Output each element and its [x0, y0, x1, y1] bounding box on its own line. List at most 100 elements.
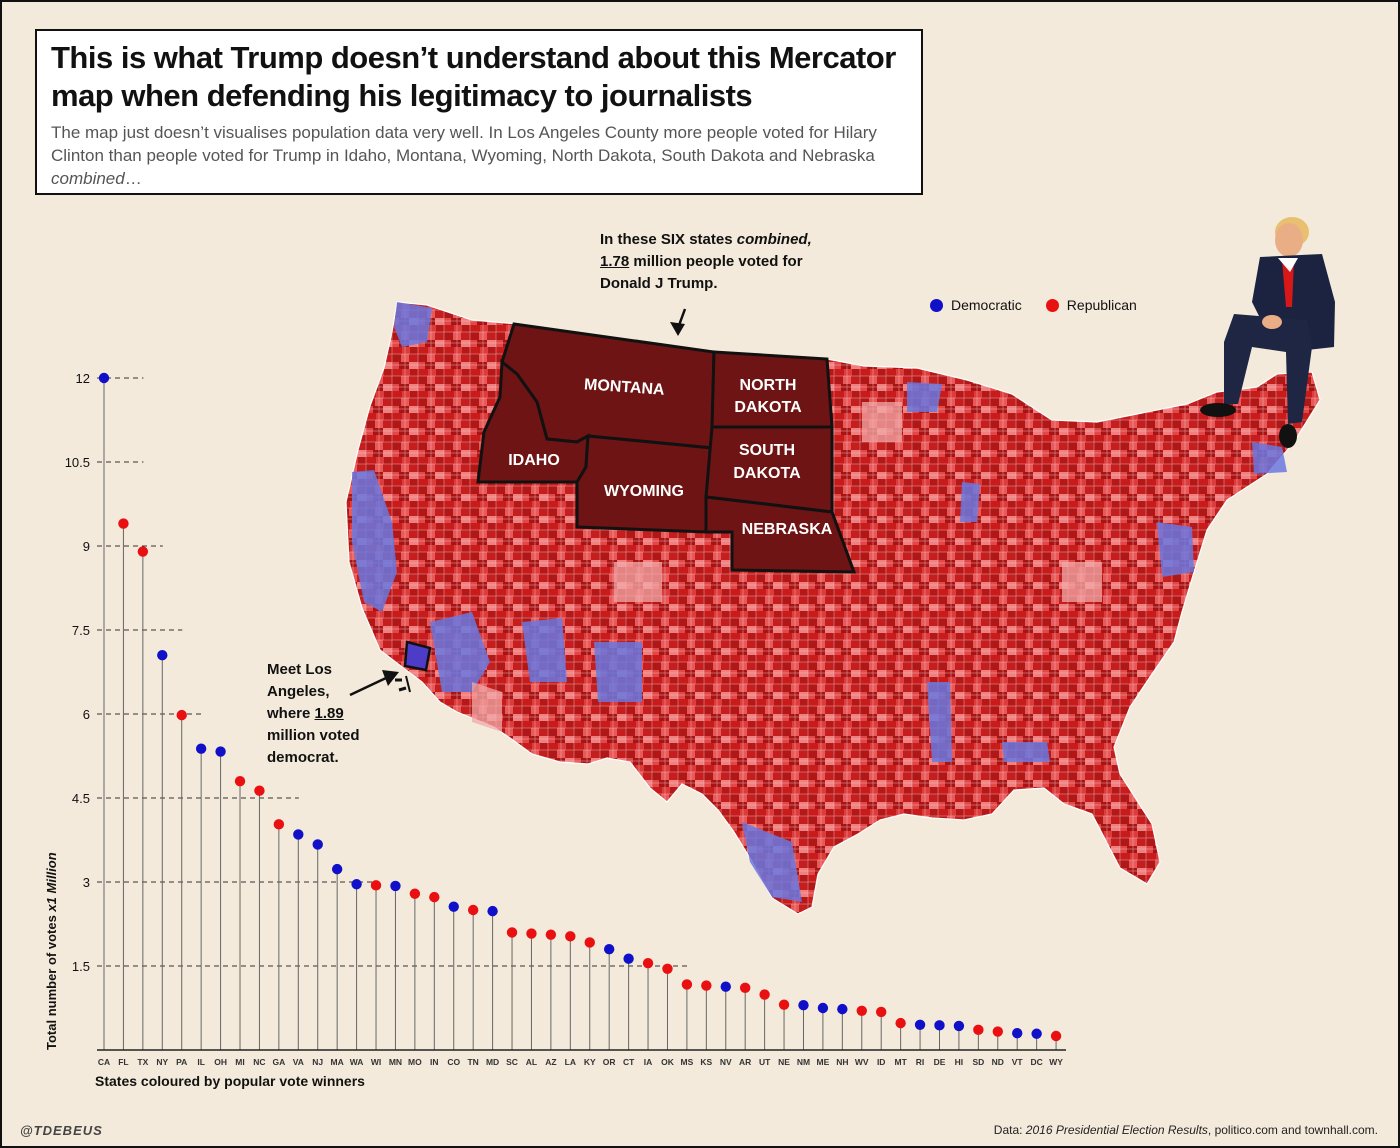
lollipop-dot-mi: [234, 776, 246, 787]
page-title: This is what Trump doesn’t understand ab…: [51, 40, 896, 113]
x-tick-label: NV: [720, 1057, 732, 1067]
lollipop-dot-dc: [1031, 1028, 1042, 1039]
x-tick-label: IA: [644, 1057, 653, 1067]
x-tick-label: AR: [739, 1057, 751, 1067]
y-tick-label: 3: [83, 875, 90, 890]
x-tick-label: DE: [934, 1057, 946, 1067]
x-tick-label: RI: [916, 1057, 925, 1067]
lollipop-dot-ms: [681, 979, 693, 990]
lollipop-dot-nv: [720, 981, 731, 992]
x-tick-label: CT: [623, 1057, 635, 1067]
lollipop-dot-vt: [1012, 1028, 1023, 1039]
x-tick-label: AL: [526, 1057, 537, 1067]
democratic-regions: [352, 302, 1287, 902]
lollipop-dot-la: [565, 931, 576, 942]
author-credit: @TDEBEUS: [20, 1123, 103, 1138]
x-tick-label: OH: [214, 1057, 227, 1067]
lollipop-dot-va: [293, 829, 304, 840]
x-tick-label: MO: [408, 1057, 422, 1067]
x-tick-label: NC: [253, 1057, 265, 1067]
x-tick-label: VA: [293, 1057, 304, 1067]
x-tick-label: LA: [565, 1057, 576, 1067]
highlighted-states: [476, 322, 857, 574]
label-north-dakota-2: DAKOTA: [734, 399, 802, 416]
lollipop-dot-mt: [895, 1017, 906, 1029]
lollipop-dot-or: [603, 944, 615, 955]
lollipop-dot-ky: [584, 937, 595, 948]
x-tick-label: MT: [894, 1057, 907, 1067]
x-tick-label: NJ: [312, 1057, 323, 1067]
label-south-dakota-2: DAKOTA: [733, 465, 801, 482]
title-box: This is what Trump doesn’t understand ab…: [35, 29, 923, 195]
lollipop-dot-mn: [390, 880, 401, 892]
annotation-six-states: In these SIX states combined, 1.78 milli…: [600, 231, 812, 292]
x-tick-label: AZ: [545, 1057, 556, 1067]
lollipop-dot-fl: [118, 518, 129, 529]
x-tick-label: MI: [235, 1057, 244, 1067]
lollipop-dot-ne: [778, 999, 790, 1010]
lollipop-dot-ri: [914, 1019, 926, 1030]
x-tick-label: NM: [797, 1057, 810, 1067]
lollipop-dot-az: [545, 929, 557, 940]
x-tick-label: ND: [992, 1057, 1004, 1067]
x-tick-label: DC: [1030, 1057, 1042, 1067]
lollipop-dot-oh: [215, 746, 226, 757]
x-tick-label: MD: [486, 1057, 499, 1067]
chart-stems: [103, 378, 1057, 1050]
x-tick-label: MA: [331, 1057, 344, 1067]
lollipop-dot-al: [526, 928, 537, 939]
lollipop-dot-tx: [137, 546, 149, 557]
arrow-los-angeles: [349, 676, 387, 697]
chart-dots: [98, 372, 1062, 1042]
lollipop-dot-il: [195, 743, 207, 754]
lollipop-dot-in: [429, 891, 440, 903]
label-idaho: IDAHO: [508, 452, 560, 469]
x-tick-label: IN: [430, 1057, 439, 1067]
lollipop-dot-ks: [701, 980, 712, 991]
y-tick-label: 6: [83, 707, 90, 722]
x-tick-label: WV: [855, 1057, 869, 1067]
lollipop-dot-wi: [370, 880, 382, 891]
x-tick-label: SC: [506, 1057, 518, 1067]
lollipop-dot-ia: [642, 958, 654, 969]
y-tick-label: 10.5: [65, 455, 90, 470]
x-tick-label: SD: [972, 1057, 984, 1067]
lollipop-dot-ny: [157, 650, 168, 661]
x-tick-label: ME: [817, 1057, 830, 1067]
lollipop-dot-de: [934, 1020, 945, 1031]
lollipop-dot-id: [876, 1006, 887, 1018]
lollipop-dot-co: [448, 901, 459, 912]
legend-item-republican: Republican: [1045, 297, 1137, 313]
legend-label-democratic: Democratic: [951, 297, 1022, 313]
x-tick-label: TX: [137, 1057, 148, 1067]
lollipop-dot-pa: [176, 709, 187, 721]
lollipop-dot-ok: [662, 963, 673, 974]
y-tick-label: 4.5: [72, 791, 90, 806]
x-tick-label: OR: [603, 1057, 616, 1067]
los-angeles-county: [403, 640, 432, 672]
lollipop-dot-wa: [351, 879, 362, 890]
lollipop-dot-md: [487, 905, 498, 917]
lollipop-dot-me: [817, 1002, 829, 1014]
lollipop-dot-ma: [331, 863, 343, 875]
x-tick-label: NH: [836, 1057, 848, 1067]
y-tick-label: 12: [76, 371, 90, 386]
x-tick-label: CO: [447, 1057, 460, 1067]
x-tick-label: UT: [759, 1057, 771, 1067]
y-tick-label: 9: [83, 539, 90, 554]
label-south-dakota-1: SOUTH: [739, 442, 795, 459]
lollipop-dot-tn: [467, 904, 479, 916]
lollipop-dot-ca: [98, 372, 110, 384]
label-north-dakota-1: NORTH: [740, 377, 797, 394]
label-wyoming: WYOMING: [604, 483, 684, 500]
trump-figure: [1200, 217, 1335, 448]
x-tick-label: MN: [389, 1057, 402, 1067]
legend: Democratic Republican: [930, 294, 1161, 316]
x-tick-label: IL: [197, 1057, 205, 1067]
label-montana: MONTANA: [584, 376, 666, 399]
lollipop-dot-sd: [973, 1024, 984, 1036]
light-regions: [472, 402, 1102, 732]
x-tick-label: KS: [700, 1057, 712, 1067]
lollipop-dot-ar: [739, 982, 751, 994]
